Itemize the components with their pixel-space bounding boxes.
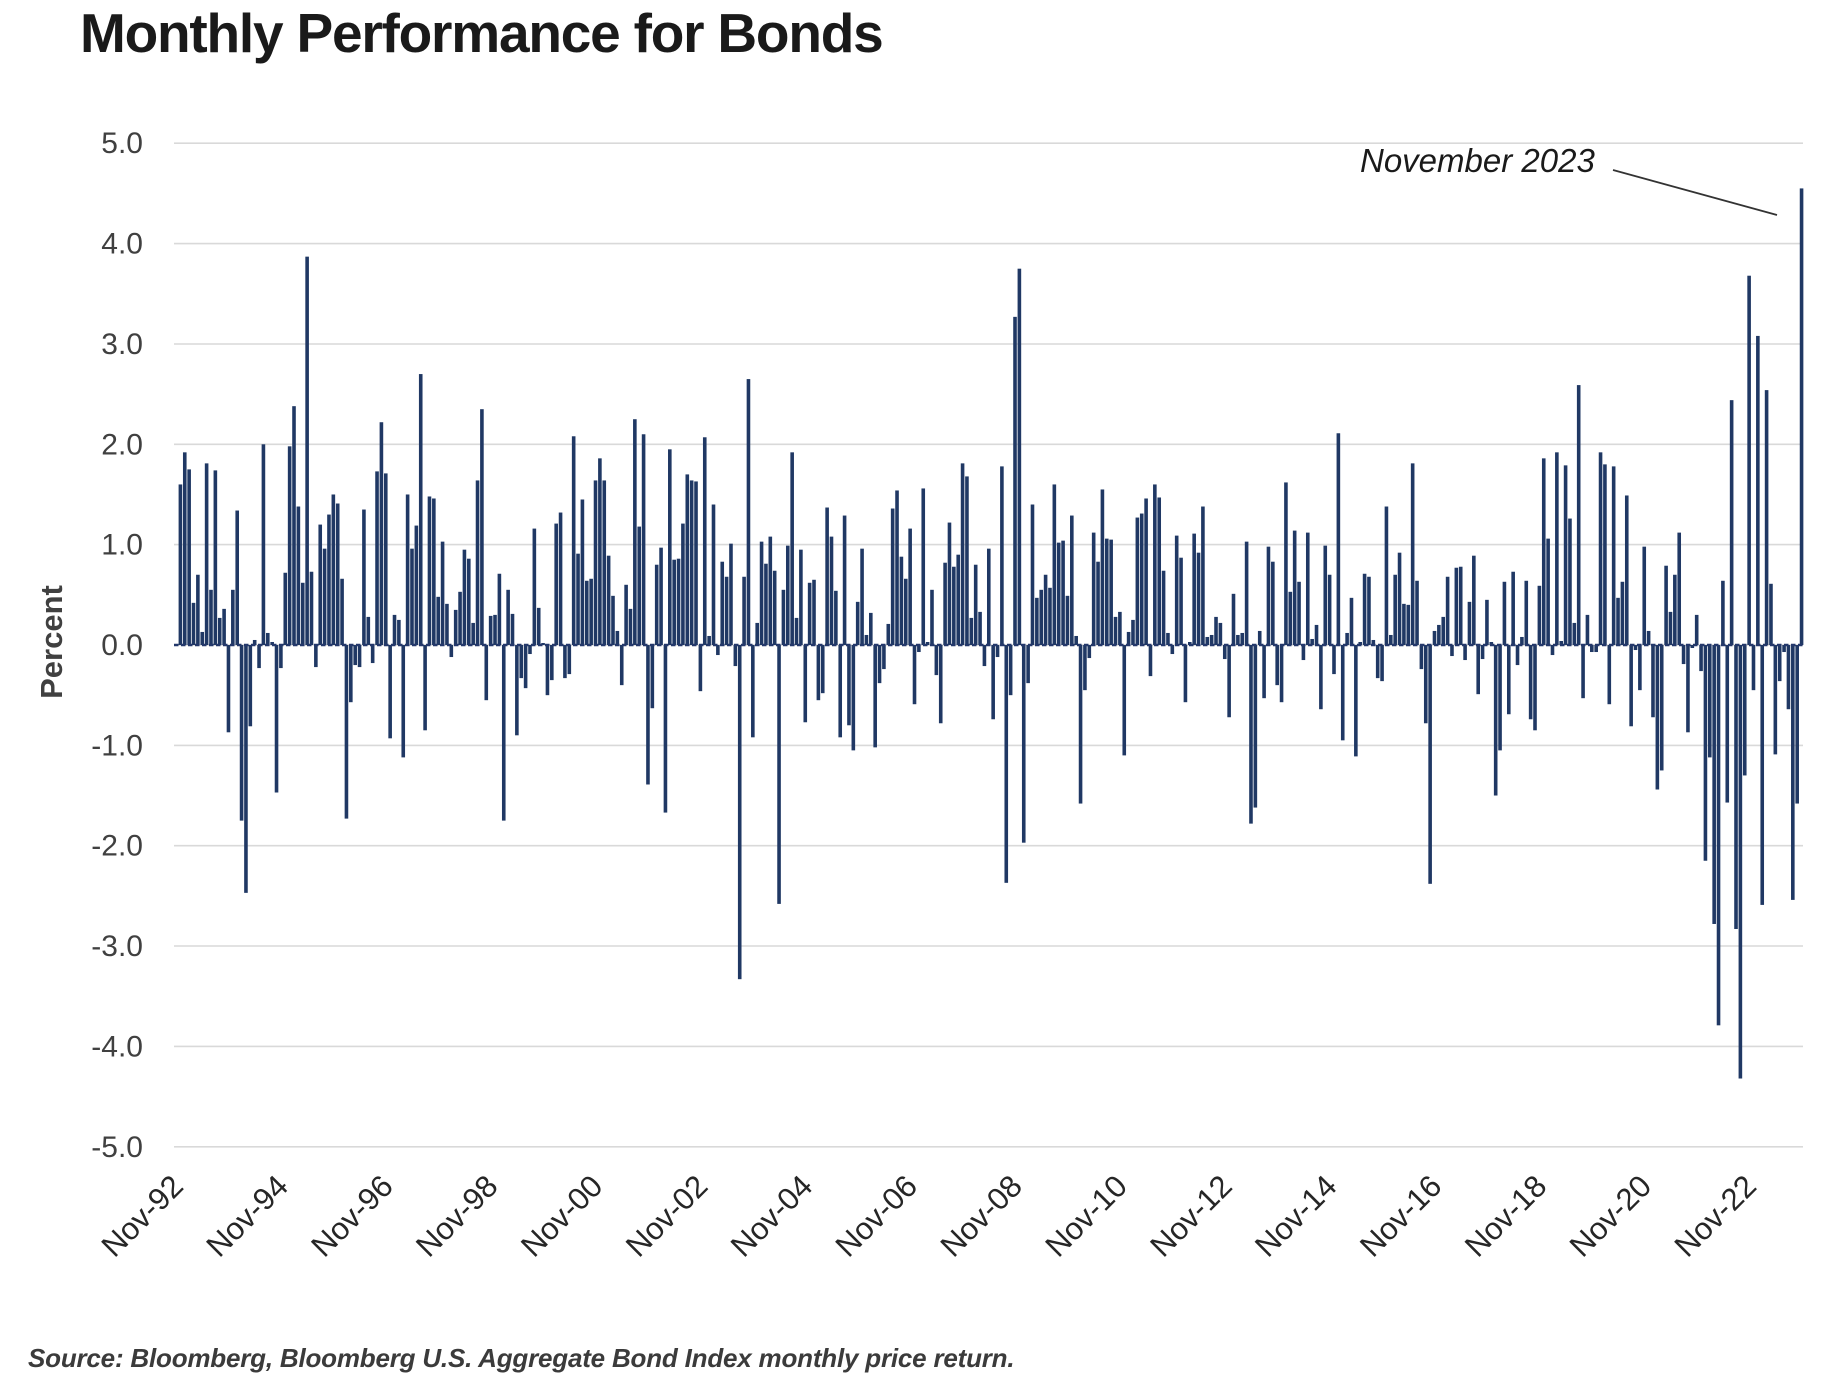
svg-text:3.0: 3.0 (101, 328, 143, 361)
svg-text:-3.0: -3.0 (91, 930, 143, 963)
svg-text:-1.0: -1.0 (91, 729, 143, 762)
svg-text:-5.0: -5.0 (91, 1131, 143, 1164)
svg-text:4.0: 4.0 (101, 228, 143, 261)
svg-text:November 2023: November 2023 (1360, 142, 1595, 179)
svg-text:Source: Bloomberg, Bloomberg U: Source: Bloomberg, Bloomberg U.S. Aggreg… (28, 1343, 1014, 1373)
svg-text:-2.0: -2.0 (91, 830, 143, 863)
svg-text:-4.0: -4.0 (91, 1030, 143, 1063)
svg-text:1.0: 1.0 (101, 529, 143, 562)
svg-text:0.0: 0.0 (101, 629, 143, 662)
svg-text:5.0: 5.0 (101, 127, 143, 160)
svg-text:Monthly Performance for Bonds: Monthly Performance for Bonds (80, 2, 883, 64)
svg-text:2.0: 2.0 (101, 428, 143, 461)
svg-text:Percent: Percent (34, 585, 69, 699)
